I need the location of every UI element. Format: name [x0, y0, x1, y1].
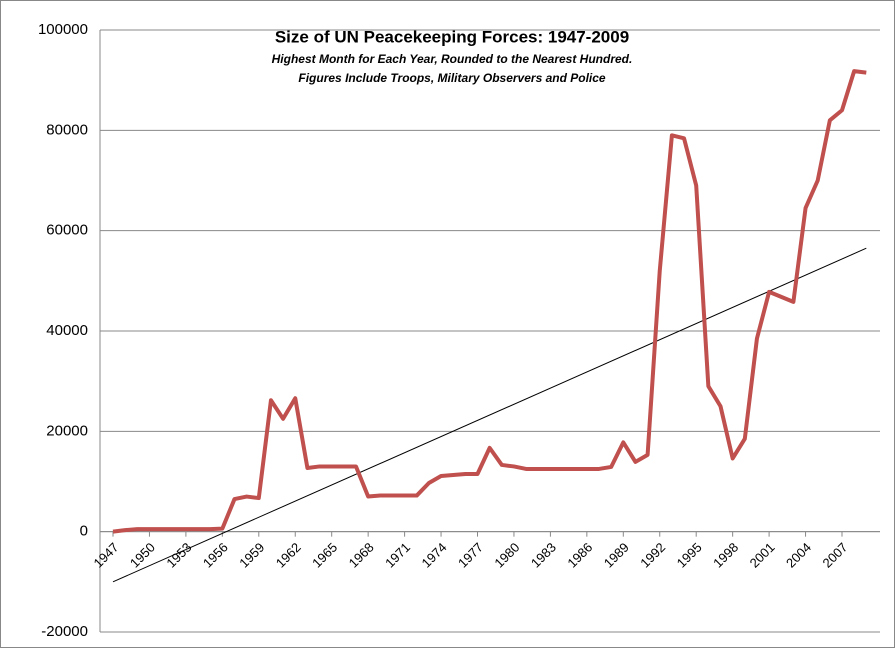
y-tick-label: 100000 — [38, 21, 88, 38]
chart-subtitle: Highest Month for Each Year, Rounded to … — [272, 52, 633, 66]
y-tick-label: 20000 — [46, 422, 88, 439]
y-tick-label: 60000 — [46, 222, 88, 239]
y-tick-label: -20000 — [41, 623, 88, 640]
y-tick-label: 40000 — [46, 322, 88, 339]
trendline — [112, 247, 867, 583]
data-line — [112, 69, 867, 534]
y-tick-label: 0 — [80, 523, 88, 540]
chart-title: Size of UN Peacekeeping Forces: 1947-200… — [275, 27, 629, 46]
y-tick-label: 80000 — [46, 121, 88, 138]
chart-subtitle: Figures Include Troops, Military Observe… — [298, 71, 606, 85]
